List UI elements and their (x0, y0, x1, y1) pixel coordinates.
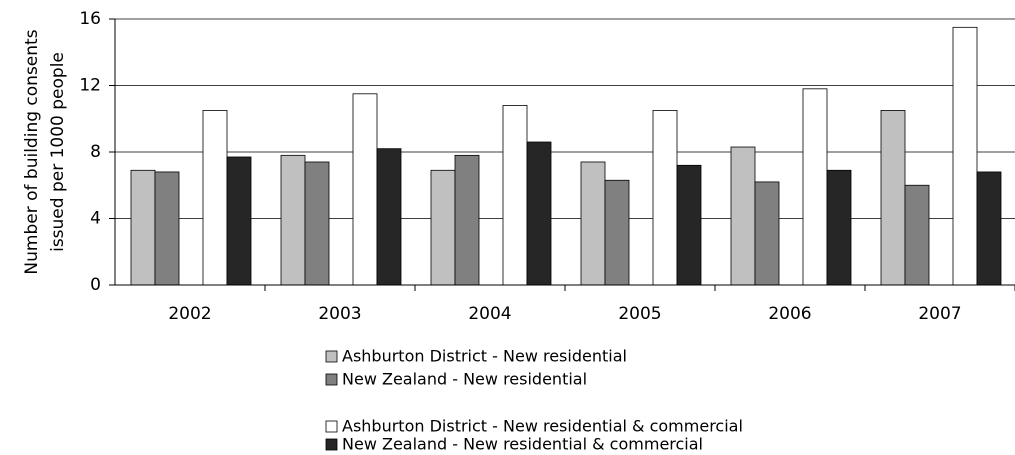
bar (880, 110, 906, 286)
bar (280, 154, 306, 286)
bar (202, 110, 228, 286)
legend-label: New Zealand - New residential (342, 370, 587, 389)
y-tick-label: 4 (90, 209, 101, 229)
bar (376, 148, 402, 286)
bar (676, 164, 702, 286)
y-axis-label: Number of building consents (22, 29, 42, 274)
bar (430, 169, 456, 286)
bar (604, 179, 630, 286)
x-tick-label: 2004 (468, 304, 511, 324)
x-tick-label: 2005 (618, 304, 661, 324)
y-tick-label: 16 (79, 9, 101, 29)
x-tick-label: 2006 (768, 304, 811, 324)
legend-swatch (325, 350, 338, 363)
y-tick-label: 8 (90, 142, 101, 162)
y-tick-label: 0 (90, 275, 101, 295)
bar (352, 93, 378, 286)
bar (580, 161, 606, 286)
legend-swatch (325, 373, 338, 386)
bar (526, 141, 552, 286)
bar (730, 146, 756, 286)
bar (952, 26, 978, 286)
legend-swatch (325, 420, 338, 433)
x-tick-label: 2003 (318, 304, 361, 324)
bar (976, 171, 1002, 286)
x-tick-label: 2002 (168, 304, 211, 324)
bar (154, 171, 180, 286)
bar (304, 161, 330, 286)
y-tick-label: 12 (79, 76, 101, 96)
bar (502, 105, 528, 286)
legend-label: New Zealand - New residential & commerci… (342, 435, 703, 454)
x-tick-label: 2007 (918, 304, 961, 324)
bar (652, 110, 678, 286)
legend-label: Ashburton District - New residential & c… (342, 417, 743, 436)
legend: Ashburton District - New residential New … (325, 347, 743, 454)
bar (754, 181, 780, 286)
legend-swatch (325, 438, 338, 451)
bar (802, 88, 828, 286)
bar (904, 184, 930, 286)
bar (226, 156, 252, 286)
bar (454, 154, 480, 286)
bar (130, 169, 156, 286)
legend-label: Ashburton District - New residential (342, 347, 627, 366)
bar (826, 169, 852, 286)
y-axis-label: issued per 1000 people (48, 52, 68, 252)
